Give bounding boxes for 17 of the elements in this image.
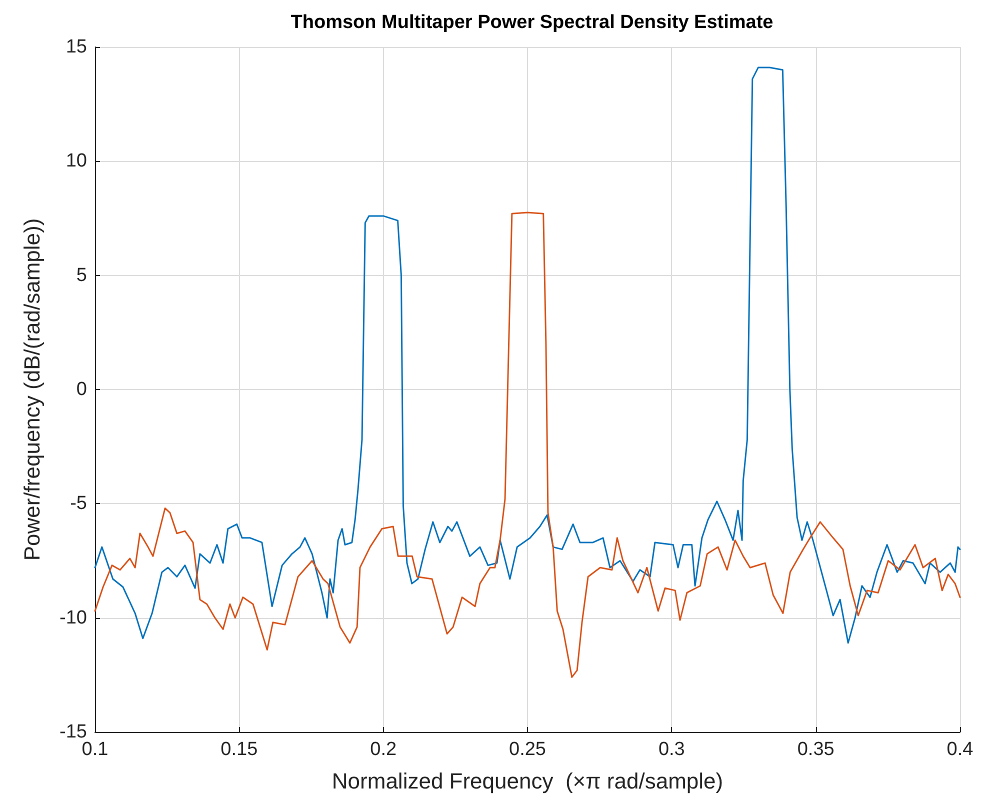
y-axis-title: Power/frequency (dB/(rad/sample)) [20,218,44,561]
x-tick-label: 0.25 [509,739,546,760]
y-tick-label: 0 [76,379,87,400]
y-tick-label: 5 [76,264,87,286]
chart-title: Thomson Multitaper Power Spectral Density Estimate [290,12,774,33]
x-tick-label: 0.35 [797,739,834,760]
x-axis-title: Normalized Frequency (×π rad/sample) [332,768,724,794]
x-tick-label: 0.2 [370,739,397,760]
y-tick-label: 10 [66,150,87,172]
x-tick-label: 0.3 [658,739,685,760]
x-tick-label: 0.4 [946,739,974,760]
y-tick-label: -5 [70,493,87,514]
line-series [94,212,961,678]
x-tick-label: 0.15 [220,739,258,760]
line-series [94,66,961,644]
y-tick-label: 15 [66,36,87,58]
y-tick-label: -10 [60,607,87,628]
